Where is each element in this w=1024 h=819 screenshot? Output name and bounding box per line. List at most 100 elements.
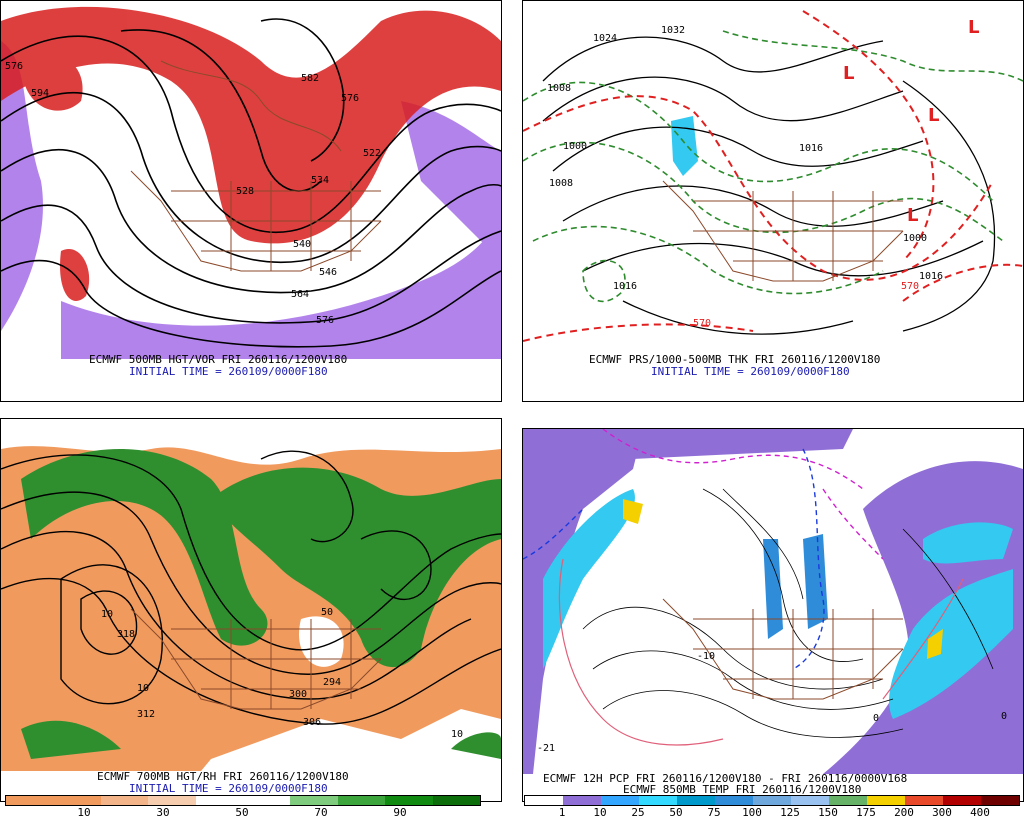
contour-label: 570 — [693, 318, 711, 329]
rh-green-moist — [21, 449, 501, 759]
colorbar-tick-label: 90 — [393, 806, 407, 819]
panel-init-time: INITIAL TIME = 260109/0000F180 — [129, 782, 328, 795]
contour-label: 312 — [137, 709, 155, 720]
colorbar-tick-label: 25 — [631, 806, 645, 819]
contour-label: 546 — [319, 267, 337, 278]
colorbar-tick-label: 200 — [894, 806, 914, 819]
contour-label: 576 — [5, 61, 23, 72]
colorbar-swatch — [981, 796, 1019, 805]
panel-precip-850mb-temp: 0 -21 0 -10 ECMWF 12H PCP FRI 260116/120… — [522, 428, 1024, 802]
snow-cyan-shading — [671, 116, 698, 176]
colorbar-swatch — [905, 796, 943, 805]
temp-blue-dashed — [523, 448, 825, 670]
contour-label: 300 — [289, 689, 307, 700]
map-700mb-rh: 318 312 306 300 294 10 50 10 10 — [1, 419, 501, 771]
temp-pink-contours — [558, 558, 964, 746]
colorbar-tick-label: 75 — [707, 806, 721, 819]
colorbar-tick-label: 175 — [856, 806, 876, 819]
colorbar-tick-label: 30 — [156, 806, 170, 819]
colorbar-tick-label: 1 — [558, 806, 566, 819]
rh-colorbar — [5, 795, 481, 806]
precip-blue-bands — [763, 534, 828, 639]
precip-heavy-shading — [623, 499, 943, 659]
colorbar-tick-label: 100 — [742, 806, 762, 819]
colorbar-swatch — [385, 796, 433, 805]
contour-label: 528 — [236, 186, 254, 197]
precip-cyan-shading — [543, 489, 1013, 719]
contour-label: 576 — [341, 93, 359, 104]
colorbar-tick-label: 50 — [669, 806, 683, 819]
geography-lines — [130, 60, 382, 272]
contour-label: 576 — [316, 315, 334, 326]
colorbar-swatch — [337, 796, 386, 805]
contour-label: 570 — [901, 281, 919, 292]
contour-label: 306 — [303, 717, 321, 728]
contour-label: -10 — [697, 651, 715, 662]
panel-pressure-thickness: L L L L 1032 1008 1024 1000 1008 1016 10… — [522, 0, 1024, 402]
low-pressure-marker: L — [968, 17, 979, 38]
colorbar-swatch — [943, 796, 981, 805]
colorbar-tick-label: 70 — [314, 806, 328, 819]
colorbar-swatch — [432, 796, 481, 805]
contour-labels: 1032 1008 1024 1000 1008 1016 1000 1016 … — [547, 25, 943, 329]
contour-label: 1016 — [799, 143, 823, 154]
contour-label: 1000 — [563, 141, 587, 152]
contour-label: 10 — [101, 609, 113, 620]
contour-label: 594 — [31, 88, 49, 99]
contour-label: 1016 — [919, 271, 943, 282]
panel-title: ECMWF 500MB HGT/VOR FRI 260116/1200V180 — [89, 353, 348, 366]
map-precip-850mb-temp: 0 -21 0 -10 — [523, 429, 1023, 774]
panel-title: ECMWF 12H PCP FRI 260116/1200V180 - FRI … — [543, 772, 908, 785]
contour-label: 534 — [311, 175, 329, 186]
height-contours — [1, 18, 501, 348]
low-pressure-marker: L — [928, 105, 939, 126]
map-pressure-thickness: L L L L 1032 1008 1024 1000 1008 1016 10… — [523, 1, 1023, 359]
colorbar-swatch — [195, 796, 244, 805]
colorbar-swatch — [867, 796, 905, 805]
precip-colorbar — [524, 795, 1020, 806]
colorbar-swatch — [791, 796, 829, 805]
low-markers: L L L L — [843, 17, 979, 226]
temp-magenta-dashed — [602, 429, 884, 560]
panel-init-time: INITIAL TIME = 260109/0000F180 — [651, 365, 850, 378]
colorbar-tick-label: 10 — [77, 806, 91, 819]
contour-label: 0 — [873, 713, 879, 724]
colorbar-swatch — [525, 796, 563, 805]
contour-label: 564 — [291, 289, 309, 300]
colorbar-swatch — [243, 796, 291, 805]
colorbar-tick-label: 400 — [970, 806, 990, 819]
colorbar-tick-label: 150 — [818, 806, 838, 819]
contour-labels: 0 -21 0 -10 — [537, 651, 1007, 754]
colorbar-swatch — [601, 796, 639, 805]
contour-label: 318 — [117, 629, 135, 640]
contour-label: 10 — [137, 683, 149, 694]
colorbar-swatch — [53, 796, 101, 805]
contour-label: -21 — [537, 743, 555, 754]
low-pressure-marker: L — [907, 205, 918, 226]
colorbar-swatch — [290, 796, 338, 805]
panel-500mb-vorticity: 576 594 582 576 522 528 534 540 546 564 … — [0, 0, 502, 402]
contour-labels: 576 594 582 576 522 528 534 540 546 564 … — [5, 61, 381, 326]
low-pressure-marker: L — [843, 63, 854, 84]
colorbar-swatch — [563, 796, 601, 805]
thickness-red-dashed — [523, 10, 1023, 342]
panel-700mb-rh: 318 312 306 300 294 10 50 10 10 ECMWF 70… — [0, 418, 502, 802]
contour-label: 0 — [1001, 711, 1007, 722]
contour-label: 1008 — [547, 83, 571, 94]
contour-label: 294 — [323, 677, 341, 688]
map-500mb-vorticity: 576 594 582 576 522 528 534 540 546 564 … — [1, 1, 501, 359]
colorbar-swatch — [829, 796, 867, 805]
contour-label: 540 — [293, 239, 311, 250]
contour-label: 1024 — [593, 33, 617, 44]
colorbar-swatch — [677, 796, 715, 805]
colorbar-tick-label: 10 — [593, 806, 607, 819]
colorbar-tick-label: 50 — [235, 806, 249, 819]
colorbar-swatch — [639, 796, 677, 805]
colorbar-swatch — [715, 796, 753, 805]
contour-label: 1000 — [903, 233, 927, 244]
height-contours — [1, 450, 501, 725]
colorbar-tick-label: 300 — [932, 806, 952, 819]
colorbar-swatch — [753, 796, 791, 805]
colorbar-tick-label: 125 — [780, 806, 800, 819]
contour-label: 1016 — [613, 281, 637, 292]
